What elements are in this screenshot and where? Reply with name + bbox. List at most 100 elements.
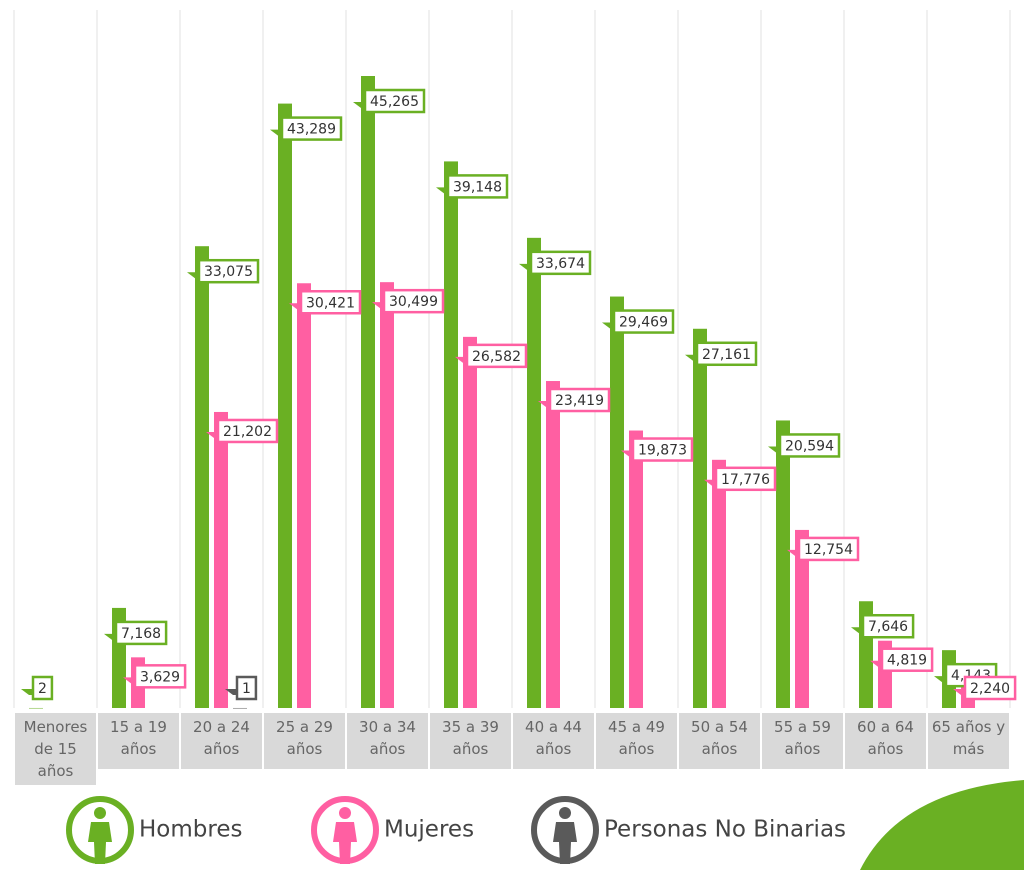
bar <box>629 430 643 708</box>
legend-label: Mujeres <box>384 817 474 843</box>
bar <box>278 103 292 708</box>
bar <box>693 328 707 708</box>
data-label: 29,469 <box>602 309 675 334</box>
label-marker <box>187 272 199 279</box>
legend-icon-body <box>553 822 577 864</box>
x-tick-label: 65 años y más <box>928 713 1009 769</box>
x-tick-label: 20 a 24 años <box>181 713 262 769</box>
label-box <box>216 418 279 444</box>
data-label: 30,421 <box>289 290 362 315</box>
label-box <box>963 675 1017 701</box>
label-marker <box>270 129 282 136</box>
bar <box>712 459 726 708</box>
bar <box>361 76 375 708</box>
label-marker <box>602 322 614 329</box>
label-marker <box>685 354 697 361</box>
label-marker <box>353 102 365 108</box>
bar <box>527 237 541 708</box>
legend-icon-head <box>339 807 351 819</box>
value-label: 45,265 <box>370 94 419 110</box>
legend-icon-body <box>333 822 357 864</box>
label-marker <box>519 263 531 270</box>
bar <box>795 529 809 708</box>
data-label: 30,499 <box>372 288 445 314</box>
label-box <box>280 116 343 141</box>
value-label: 1 <box>242 681 251 697</box>
legend-icon-head <box>559 807 571 819</box>
label-box <box>197 258 260 284</box>
data-label: 4,819 <box>870 647 934 672</box>
bar <box>463 336 477 708</box>
label-box <box>612 309 675 334</box>
label-marker <box>538 401 550 408</box>
value-label: 26,582 <box>472 349 521 365</box>
x-tick-label: 30 a 34 años <box>347 713 428 769</box>
bar <box>610 296 624 708</box>
label-marker <box>225 689 237 695</box>
value-label: 7,646 <box>868 619 908 635</box>
data-label: 1 <box>225 675 258 701</box>
label-box <box>861 613 915 639</box>
label-marker <box>870 660 882 667</box>
label-marker <box>436 187 448 194</box>
decoration <box>860 780 1024 870</box>
value-label: 20,594 <box>785 438 834 454</box>
data-label: 3,629 <box>123 664 187 689</box>
bar <box>233 707 247 709</box>
label-box <box>695 341 758 367</box>
data-label: 2,240 <box>953 675 1017 701</box>
label-box <box>529 250 592 276</box>
label-box <box>235 675 258 701</box>
value-label: 43,289 <box>287 122 336 138</box>
label-marker <box>123 677 135 684</box>
value-label: 27,161 <box>702 347 751 363</box>
label-box <box>797 536 860 562</box>
legend-icon-body <box>88 822 112 864</box>
data-label: 33,075 <box>187 258 260 284</box>
label-marker <box>455 356 467 363</box>
label-marker <box>851 627 863 634</box>
data-label: 43,289 <box>270 116 343 141</box>
legend-icon-head <box>94 807 106 819</box>
bar <box>297 283 311 708</box>
x-tick-label: 25 a 29 años <box>264 713 345 769</box>
label-marker <box>704 479 716 486</box>
bar <box>380 282 394 708</box>
value-label: 2 <box>38 681 47 697</box>
label-box <box>778 433 841 458</box>
legend-label: Hombres <box>139 817 242 843</box>
value-label: 30,499 <box>389 294 438 310</box>
value-label: 29,469 <box>619 315 668 331</box>
label-marker <box>289 303 301 310</box>
label-box <box>446 174 509 199</box>
label-marker <box>21 689 33 695</box>
label-marker <box>621 450 633 457</box>
x-tick-label: 40 a 44 años <box>513 713 594 769</box>
data-label: 26,582 <box>455 343 528 369</box>
data-label: 12,754 <box>787 536 860 562</box>
bar <box>195 246 209 708</box>
data-label: 39,148 <box>436 174 509 199</box>
x-tick-label: 60 a 64 años <box>845 713 926 769</box>
value-label: 12,754 <box>804 542 853 558</box>
label-marker <box>768 446 780 453</box>
x-tick-label: 15 a 19 años <box>98 713 179 769</box>
data-label: 2 <box>21 675 54 701</box>
x-tick-label: Menores de 15 años <box>15 713 96 785</box>
label-marker <box>104 633 116 640</box>
x-tick-label: 45 a 49 años <box>596 713 677 769</box>
value-label: 3,629 <box>140 669 180 685</box>
value-label: 4,819 <box>887 653 927 669</box>
data-label: 27,161 <box>685 341 758 367</box>
bar <box>444 161 458 708</box>
bar <box>29 707 43 709</box>
label-marker <box>934 676 946 683</box>
label-box <box>114 620 168 646</box>
label-box <box>631 437 694 462</box>
data-label: 17,776 <box>704 466 777 492</box>
label-box <box>133 664 187 689</box>
label-marker <box>953 689 965 695</box>
data-label: 20,594 <box>768 433 841 458</box>
x-tick-label: 35 a 39 años <box>430 713 511 769</box>
